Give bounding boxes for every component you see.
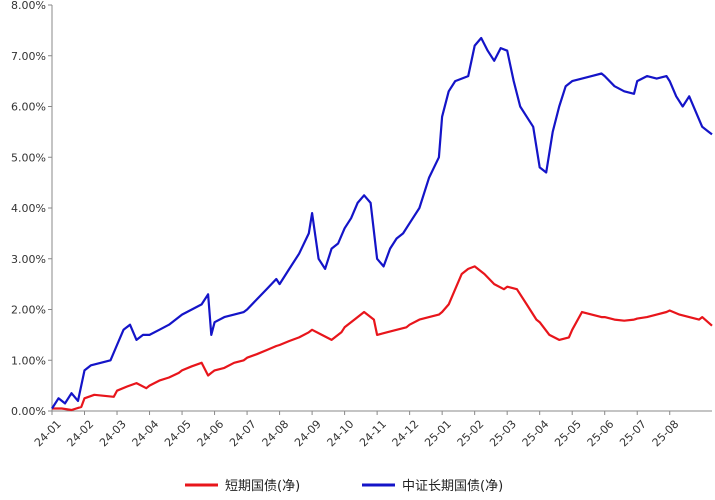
- x-tick-label: 25-01: [422, 418, 454, 450]
- x-tick-label: 24-04: [130, 418, 162, 450]
- x-tick-label: 25-05: [552, 418, 584, 450]
- series-line-long-term: [51, 36, 713, 410]
- y-tick-label: 4.00%: [11, 202, 46, 215]
- x-tick-label: 24-12: [390, 418, 422, 450]
- x-tick-label: 24-08: [260, 418, 292, 450]
- x-tick-label: 24-06: [195, 418, 227, 450]
- x-tick-label: 25-02: [455, 418, 487, 450]
- x-tick-label: 25-08: [650, 418, 682, 450]
- y-tick-label: 3.00%: [11, 253, 46, 266]
- x-tick-label: 25-03: [487, 418, 519, 450]
- x-tick-label: 25-06: [585, 418, 617, 450]
- x-tick-label: 24-03: [97, 418, 129, 450]
- y-tick-label: 0.00%: [11, 405, 46, 418]
- y-tick-label: 7.00%: [11, 50, 46, 63]
- x-tick-label: 24-05: [162, 418, 194, 450]
- y-tick-label: 5.00%: [11, 151, 46, 164]
- legend-label-long-term: 中证长期国债(净): [402, 479, 503, 494]
- y-tick-label: 1.00%: [11, 354, 46, 367]
- x-tick-label: 24-02: [64, 418, 96, 450]
- y-tick-label: 8.00%: [11, 0, 46, 12]
- y-tick-label: 2.00%: [11, 304, 46, 317]
- x-tick-label: 25-07: [617, 418, 649, 450]
- legend-label-short-term: 短期国债(净): [225, 479, 300, 494]
- series-lines: [51, 36, 713, 412]
- legend: 短期国债(净) 中证长期国债(净): [185, 479, 503, 494]
- x-tick-label: 24-11: [357, 418, 389, 450]
- x-tick-label: 24-01: [32, 418, 64, 450]
- x-tick-label: 24-09: [292, 418, 324, 450]
- x-tick-label: 24-10: [325, 418, 357, 450]
- x-tick-label: 25-04: [520, 418, 552, 450]
- x-axis-ticks: 24-01 24-02 24-03 24-04 24-05 24-06 24-07 24-08…: [32, 411, 682, 449]
- series-line-short-term: [52, 265, 713, 412]
- y-tick-label: 6.00%: [11, 101, 46, 114]
- y-axis-ticks: 0.00% 1.00% 2.00% 3.00% 4.00% 5.00% 6.00% 7.00%…: [11, 0, 52, 418]
- x-tick-label: 24-07: [227, 418, 259, 450]
